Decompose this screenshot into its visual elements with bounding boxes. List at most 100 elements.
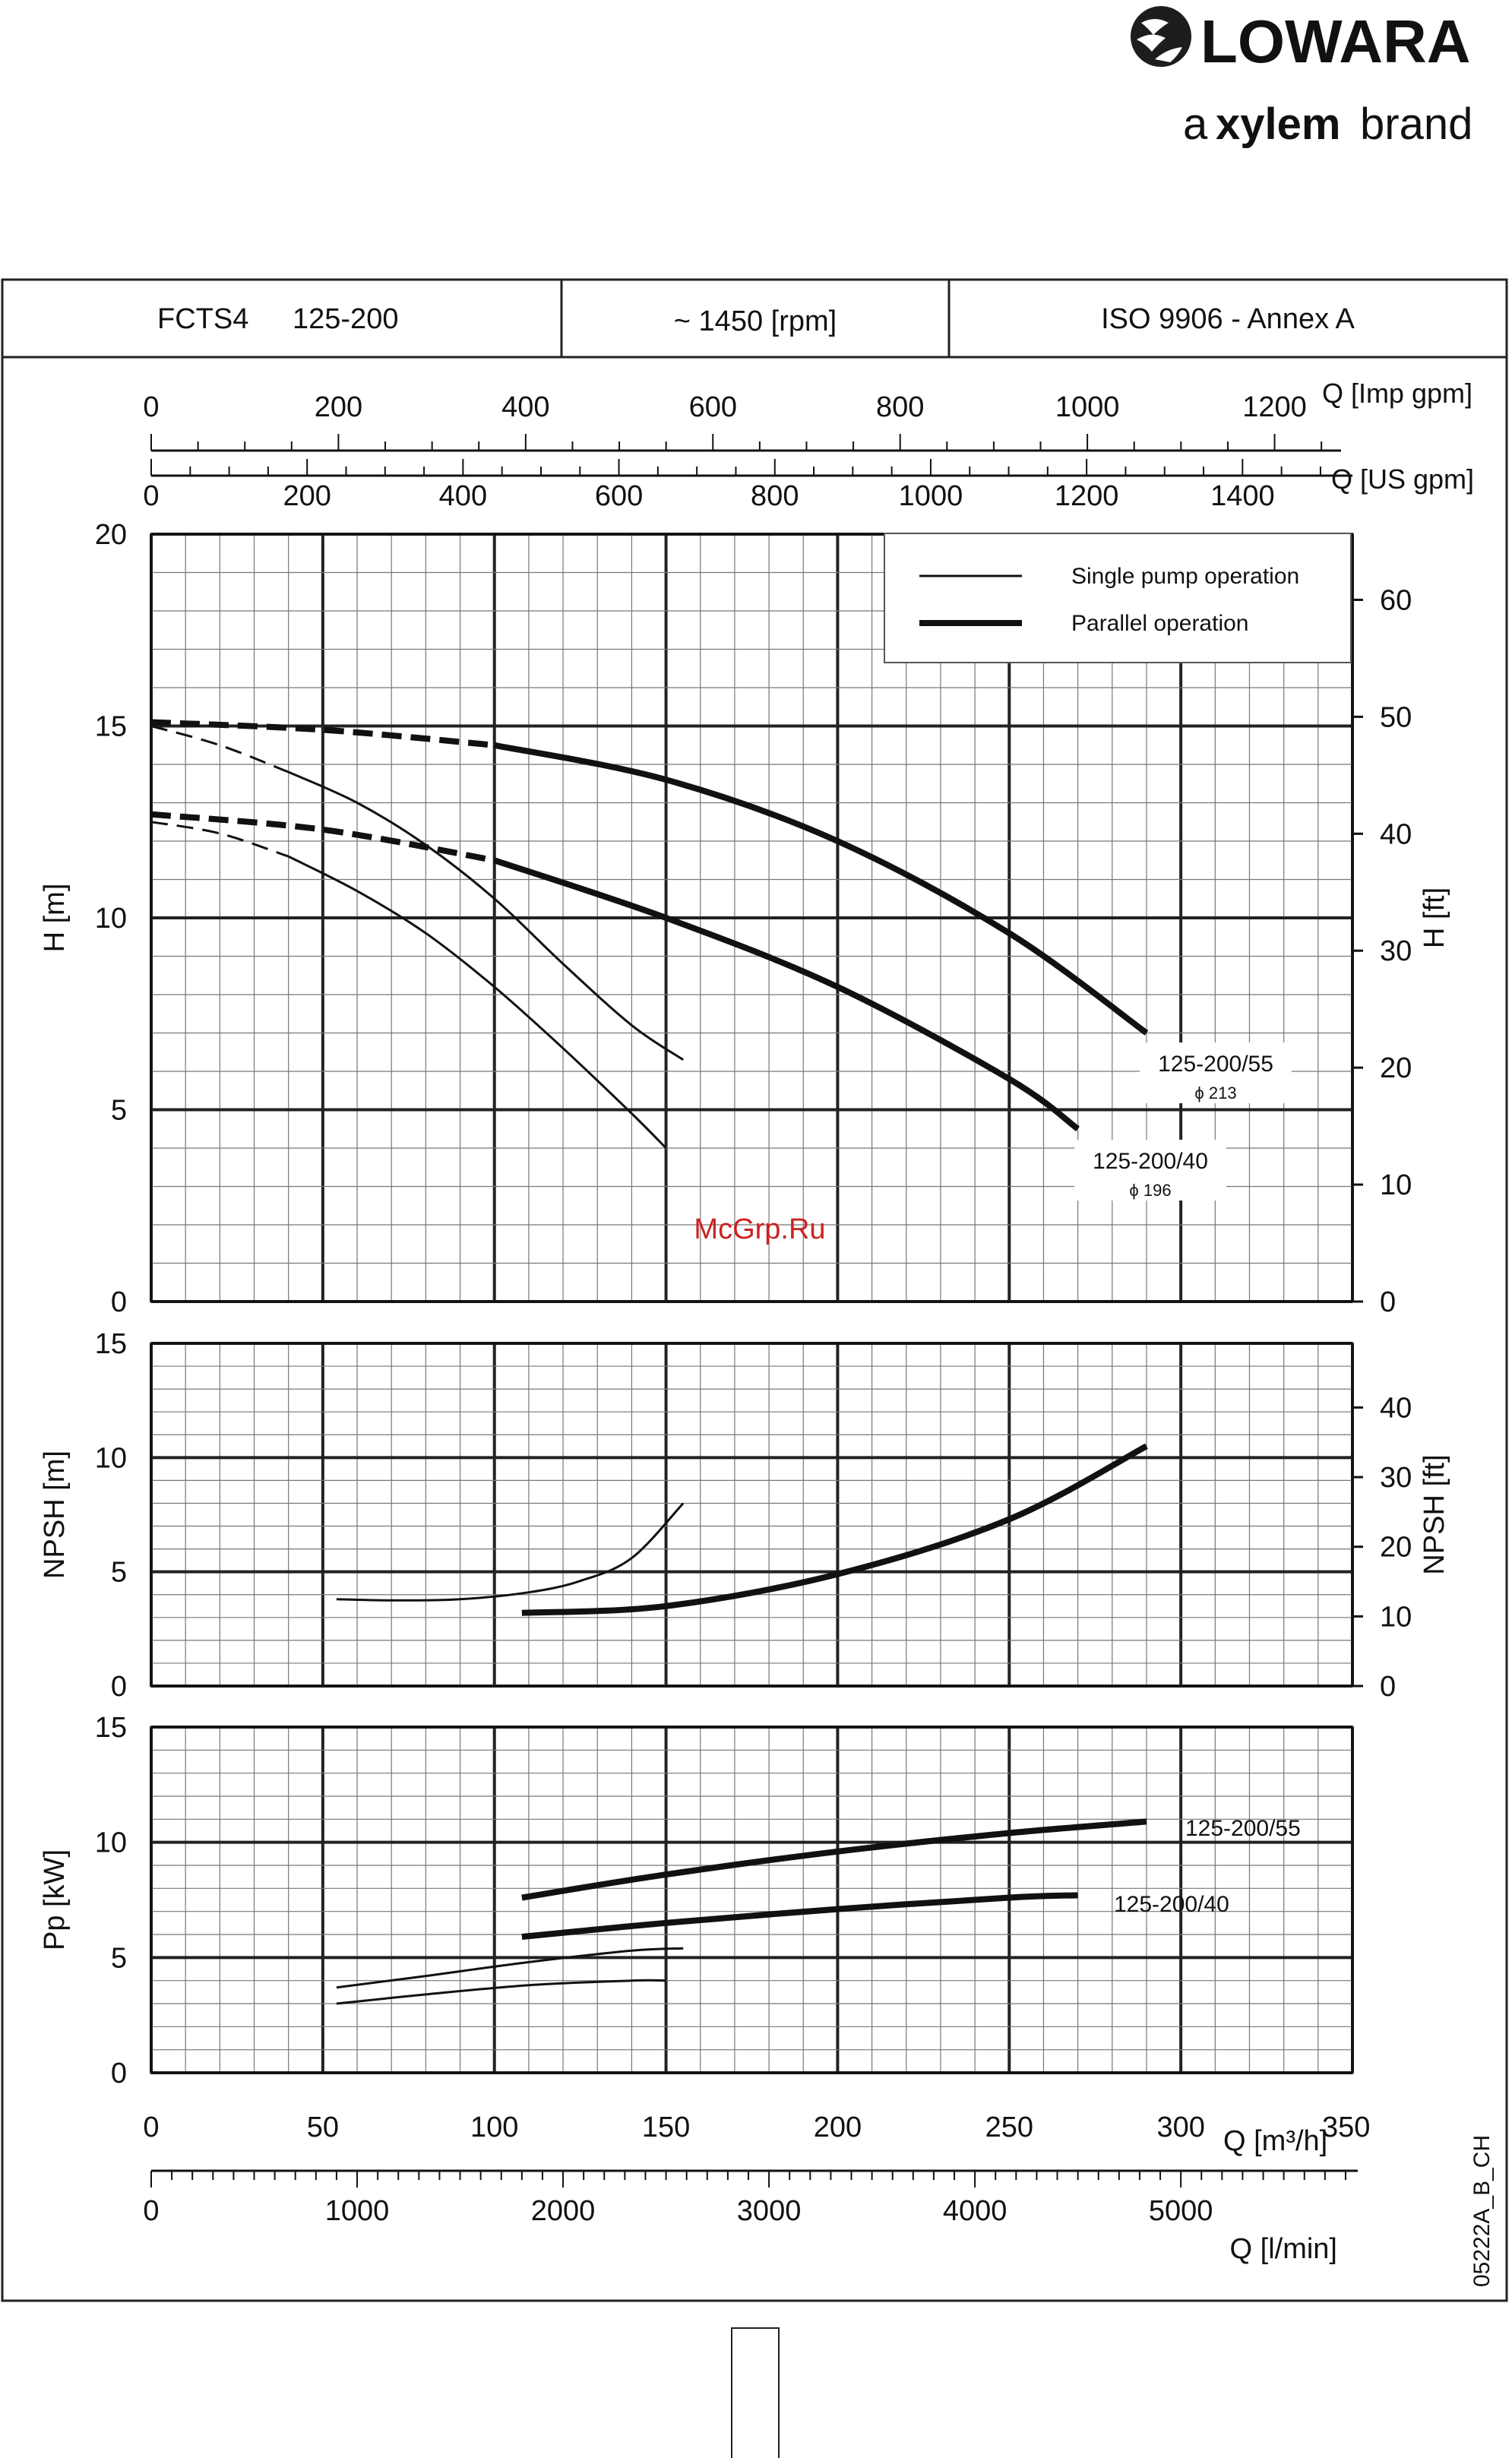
power-curve-single: [336, 1947, 684, 1989]
head-yright-tick: 0: [1380, 1286, 1396, 1318]
head-ytick: 15: [95, 711, 127, 743]
head-ylabel-right: H [ft]: [1419, 887, 1450, 948]
head-yright-tick: 50: [1380, 701, 1412, 733]
power-ylabel: Pp [kW]: [39, 1849, 71, 1950]
us-gpm-tick-label: 1200: [1055, 480, 1119, 512]
imp-gpm-tick-label: 600: [689, 391, 737, 423]
lmin-tick-label: 3000: [737, 2195, 802, 2227]
head-annotation-impeller-diameter: ϕ 213: [1194, 1083, 1236, 1102]
brand-tagline-prefix: a: [1183, 100, 1208, 149]
head-yright-tick: 60: [1380, 584, 1412, 616]
drawing-code: 05222A_B_CH: [1469, 2135, 1495, 2287]
head-ytick: 0: [111, 1286, 127, 1318]
imp-gpm-tick-label: 1000: [1055, 391, 1120, 423]
m3h-axis-label: Q [m³/h]: [1223, 2125, 1327, 2157]
head-curve-single: [288, 770, 685, 1061]
page-number-box: [731, 2327, 780, 2458]
m3h-tick-label: 300: [1156, 2112, 1204, 2143]
imp-gpm-tick-label: 0: [143, 391, 159, 423]
imp-gpm-tick-label: 1200: [1242, 391, 1307, 423]
npsh-yright-tick: 30: [1380, 1462, 1412, 1494]
header-speed: ~ 1450 [rpm]: [674, 305, 837, 337]
brand-name: LOWARA: [1200, 8, 1471, 75]
lmin-tick-label: 0: [143, 2195, 159, 2227]
imp-gpm-axis-label: Q [Imp gpm]: [1322, 378, 1472, 409]
lmin-tick-label: 1000: [325, 2195, 390, 2227]
lowara-swirl-icon: [1131, 6, 1191, 67]
npsh-ylabel: NPSH [m]: [39, 1450, 71, 1579]
legend: Single pump operation Parallel operation: [884, 533, 1352, 663]
imp-gpm-tick-label: 400: [501, 391, 549, 423]
npsh-yright-tick: 20: [1380, 1532, 1412, 1564]
m3h-tick-label: 250: [985, 2112, 1033, 2143]
npsh-ytick: 15: [95, 1328, 127, 1360]
m3h-tick-label: 100: [470, 2112, 518, 2143]
npsh-plot-frame: [150, 1342, 1354, 1688]
m3h-tick-label: 350: [1322, 2112, 1370, 2143]
head-annotation-curve-label: 125-200/40: [1093, 1149, 1208, 1174]
us-gpm-tick-label: 1000: [899, 480, 963, 512]
power-annotation-curve-label: 125-200/55: [1185, 1816, 1301, 1841]
npsh-yright-tick: 10: [1380, 1601, 1412, 1633]
head-yright-tick: 40: [1380, 818, 1412, 850]
head-curve-parallel: [493, 742, 1149, 1036]
head-yright-tick: 30: [1380, 935, 1412, 967]
head-curve-single-dashed: [150, 821, 289, 858]
head-annotation-impeller-diameter: ϕ 196: [1129, 1181, 1171, 1200]
us-gpm-tick-label: 800: [751, 480, 799, 512]
head-yright-tick: 20: [1380, 1052, 1412, 1084]
power-curve-parallel: [521, 1818, 1147, 1901]
imp-gpm-tick-label: 800: [876, 391, 924, 423]
head-annotation-bg: [1074, 1140, 1226, 1201]
power-curve-parallel: [521, 1892, 1078, 1940]
m3h-tick-label: 0: [143, 2112, 159, 2143]
lmin-tick-label: 2000: [531, 2195, 596, 2227]
m3h-tick-label: 50: [307, 2112, 339, 2143]
legend-parallel-label: Parallel operation: [1071, 611, 1248, 636]
power-annotation-curve-label: 125-200/40: [1114, 1892, 1229, 1917]
head-annotation-bg: [1140, 1042, 1292, 1103]
m3h-tick-label: 150: [642, 2112, 690, 2143]
us-gpm-tick-label: 0: [143, 480, 159, 512]
imp-gpm-tick-label: 200: [315, 391, 362, 423]
head-plot-frame: [150, 533, 1354, 1303]
header-model: FCTS4: [157, 303, 248, 335]
head-curve-single: [288, 855, 667, 1150]
lmin-tick-label: 5000: [1149, 2195, 1213, 2227]
power-ytick: 15: [95, 1712, 127, 1744]
us-gpm-axis-label: Q [US gpm]: [1331, 463, 1474, 495]
head-ylabel: H [m]: [39, 884, 71, 953]
us-gpm-tick-label: 400: [439, 480, 487, 512]
us-gpm-tick-label: 600: [595, 480, 643, 512]
brand-tagline-suffix: brand: [1360, 100, 1472, 149]
npsh-yright-tick: 40: [1380, 1392, 1412, 1424]
m3h-tick-label: 200: [814, 2112, 862, 2143]
lmin-axis-label: Q [l/min]: [1230, 2233, 1337, 2265]
legend-single-label: Single pump operation: [1071, 564, 1299, 589]
npsh-curve-parallel: [521, 1443, 1148, 1616]
head-annotation-curve-label: 125-200/55: [1158, 1052, 1273, 1077]
legend-box: [884, 533, 1352, 663]
us-gpm-tick-label: 200: [283, 480, 331, 512]
head-ytick: 10: [95, 903, 127, 935]
npsh-ylabel-right: NPSH [ft]: [1419, 1454, 1450, 1574]
us-gpm-tick-label: 1400: [1210, 480, 1275, 512]
brand-tagline-xylem: xylem: [1216, 100, 1340, 149]
head-curve-parallel-dashed: [150, 719, 495, 748]
power-plot-frame: [150, 1726, 1354, 2074]
npsh-ytick: 5: [111, 1557, 127, 1589]
npsh-ytick: 0: [111, 1671, 127, 1703]
lmin-tick-label: 4000: [943, 2195, 1007, 2227]
chart-panels: 0 5 10 15 20 H [m] 0 10 20 30 40 50 60 H [ft] 125-200/…: [39, 391, 1450, 2227]
sheet-frame: [1, 278, 1508, 2302]
head-curve-parallel: [493, 857, 1080, 1132]
head-yright-tick: 10: [1380, 1169, 1412, 1201]
head-curve-parallel-dashed: [150, 811, 495, 864]
npsh-ytick: 10: [95, 1442, 127, 1474]
top-flow-axes: Q [Imp gpm] Q [US gpm]: [151, 378, 1474, 495]
header-standard: ISO 9906 - Annex A: [1101, 303, 1355, 335]
watermark: McGrp.Ru: [694, 1213, 825, 1245]
power-curve-single: [336, 1979, 666, 2005]
power-ytick: 0: [111, 2058, 127, 2089]
